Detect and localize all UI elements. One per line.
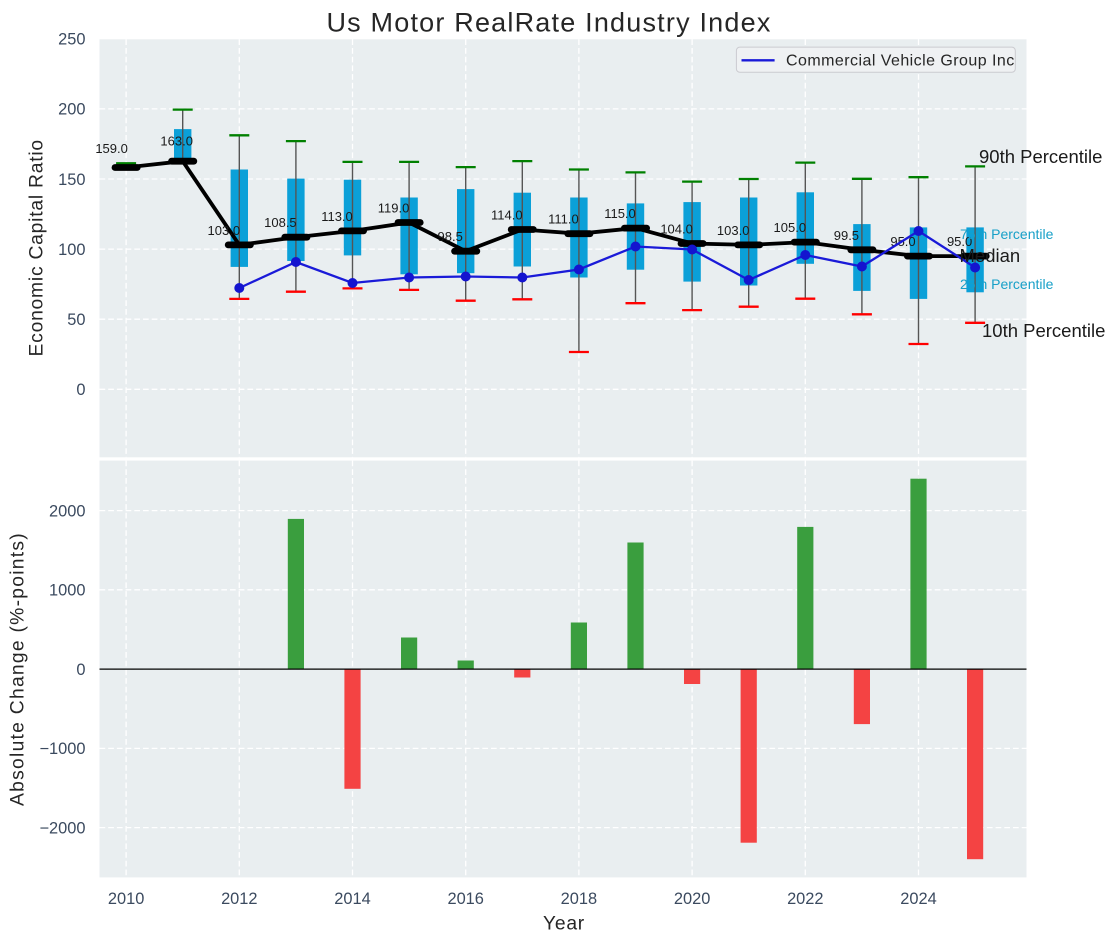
svg-text:2018: 2018 bbox=[561, 890, 597, 908]
svg-text:163.0: 163.0 bbox=[160, 134, 193, 149]
svg-text:104.0: 104.0 bbox=[660, 222, 693, 237]
svg-text:200: 200 bbox=[58, 101, 85, 119]
svg-text:2020: 2020 bbox=[674, 890, 710, 908]
svg-text:10th Percentile: 10th Percentile bbox=[982, 320, 1105, 341]
svg-text:−2000: −2000 bbox=[39, 819, 85, 837]
svg-text:Year: Year bbox=[543, 914, 585, 935]
svg-text:115.0: 115.0 bbox=[604, 206, 636, 221]
svg-text:Us Motor RealRate Industry Ind: Us Motor RealRate Industry Index bbox=[326, 8, 771, 38]
svg-text:−1000: −1000 bbox=[39, 740, 85, 758]
svg-text:98.5: 98.5 bbox=[438, 229, 463, 244]
svg-text:103.0: 103.0 bbox=[208, 223, 241, 238]
svg-text:108.5: 108.5 bbox=[264, 215, 297, 230]
svg-text:1000: 1000 bbox=[49, 582, 85, 600]
svg-text:2010: 2010 bbox=[108, 890, 144, 908]
svg-text:25th Percentile: 25th Percentile bbox=[960, 276, 1054, 292]
svg-text:Economic Capital Ratio: Economic Capital Ratio bbox=[26, 139, 47, 356]
svg-text:100: 100 bbox=[58, 241, 85, 259]
svg-text:2014: 2014 bbox=[334, 890, 370, 908]
svg-text:113.0: 113.0 bbox=[321, 209, 353, 224]
svg-text:Commercial Vehicle Group Inc: Commercial Vehicle Group Inc bbox=[786, 53, 1015, 70]
svg-text:0: 0 bbox=[76, 661, 85, 679]
svg-text:250: 250 bbox=[58, 31, 85, 49]
svg-text:2012: 2012 bbox=[221, 890, 257, 908]
svg-text:75th Percentile: 75th Percentile bbox=[960, 226, 1054, 242]
svg-text:90th Percentile: 90th Percentile bbox=[979, 146, 1102, 167]
svg-text:2024: 2024 bbox=[900, 890, 936, 908]
svg-text:2016: 2016 bbox=[447, 890, 483, 908]
svg-text:99.5: 99.5 bbox=[834, 228, 859, 243]
svg-text:114.0: 114.0 bbox=[491, 208, 523, 223]
svg-text:111.0: 111.0 bbox=[548, 212, 579, 227]
svg-text:2000: 2000 bbox=[49, 502, 85, 520]
svg-text:Median: Median bbox=[960, 245, 1021, 266]
svg-text:119.0: 119.0 bbox=[378, 201, 410, 216]
svg-text:150: 150 bbox=[58, 171, 85, 189]
svg-text:Absolute Change (%-points): Absolute Change (%-points) bbox=[8, 532, 29, 806]
svg-text:103.0: 103.0 bbox=[717, 223, 750, 238]
svg-text:105.0: 105.0 bbox=[774, 220, 807, 235]
svg-text:0: 0 bbox=[76, 381, 85, 399]
svg-text:50: 50 bbox=[67, 311, 85, 329]
svg-text:159.0: 159.0 bbox=[95, 141, 128, 156]
svg-text:2022: 2022 bbox=[787, 890, 823, 908]
svg-text:95.0: 95.0 bbox=[947, 234, 972, 249]
